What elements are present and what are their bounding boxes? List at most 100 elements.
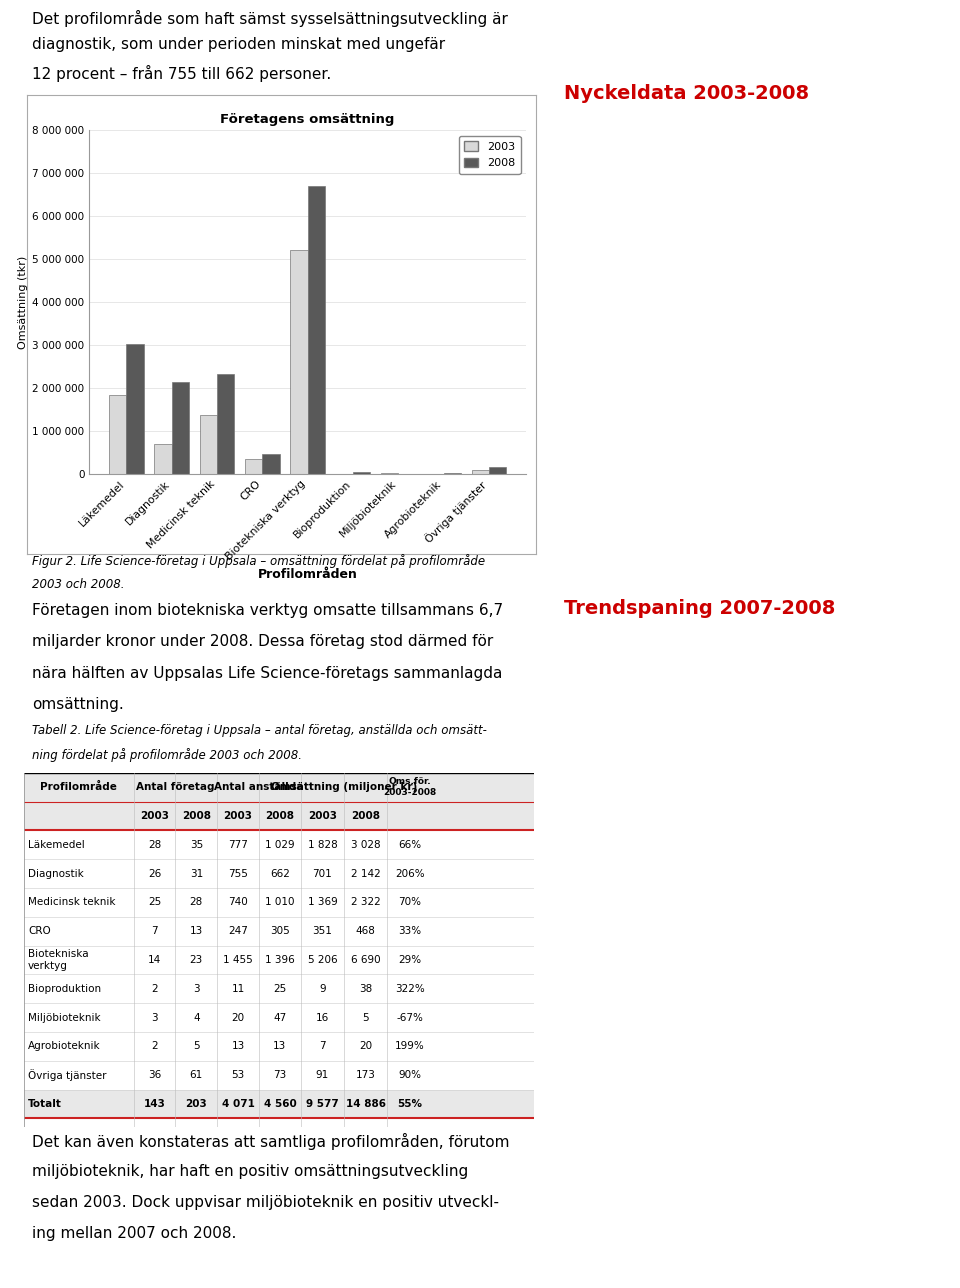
Text: 2003: 2003: [308, 811, 337, 820]
Text: nedgång: nedgång: [564, 899, 631, 916]
Text: Det kan även konstateras att samtliga profilområden, förutom: Det kan även konstateras att samtliga pr…: [32, 1133, 509, 1150]
Text: 2003: 2003: [140, 811, 169, 820]
Text: Antal anställda: Antal anställda: [214, 782, 303, 792]
Text: Nyckeldata 2003-2008: Nyckeldata 2003-2008: [564, 84, 808, 103]
Text: Biotekniska
verktyg: Biotekniska verktyg: [28, 949, 88, 971]
Text: 7: 7: [840, 1240, 852, 1260]
Text: (GE Healthcare är en: (GE Healthcare är en: [564, 430, 724, 446]
Bar: [217, 375, 234, 474]
Text: biotekniska verktyg är störst.: biotekniska verktyg är störst.: [564, 737, 789, 752]
Text: Biotekniska verktyg står för: Biotekniska verktyg står för: [564, 322, 776, 339]
Text: 740: 740: [228, 898, 248, 907]
Text: 5: 5: [363, 1012, 369, 1023]
Text: 2: 2: [151, 1042, 157, 1051]
Text: diagnostik, som under perioden minskat med ungefär: diagnostik, som under perioden minskat m…: [32, 37, 444, 53]
Text: 7: 7: [151, 926, 157, 936]
Text: Diagnostik: Diagnostik: [28, 868, 84, 878]
Text: CRO: CRO: [28, 926, 51, 936]
Text: ing mellan 2007 och 2008.: ing mellan 2007 och 2008.: [32, 1226, 236, 1240]
Text: 2008: 2008: [181, 811, 211, 820]
Text: 47: 47: [274, 1012, 286, 1023]
Text: Oms.för.
2003-2008: Oms.för. 2003-2008: [383, 778, 436, 797]
Text: 351: 351: [313, 926, 332, 936]
Bar: [109, 395, 127, 474]
Text: 2 322: 2 322: [351, 898, 381, 907]
Text: 35: 35: [190, 840, 203, 850]
Text: 4 560: 4 560: [264, 1099, 297, 1109]
Text: 3 028: 3 028: [351, 840, 380, 850]
Text: miljöbioteknik, har haft en positiv omsättningsutveckling: miljöbioteknik, har haft en positiv omsä…: [32, 1164, 468, 1179]
Text: 13: 13: [274, 1042, 286, 1051]
Text: 31: 31: [190, 868, 203, 878]
Text: 25: 25: [274, 984, 286, 994]
Text: 1 010: 1 010: [265, 898, 295, 907]
Text: 25: 25: [148, 898, 161, 907]
Bar: [245, 459, 262, 474]
Text: 33%: 33%: [398, 926, 421, 936]
Text: Agrobioteknik: Agrobioteknik: [28, 1042, 101, 1051]
Title: Företagens omsättning: Företagens omsättning: [221, 113, 395, 126]
Text: 29%: 29%: [398, 954, 421, 965]
Text: 3: 3: [151, 1012, 157, 1023]
Text: väsentlig del av förklaringen): väsentlig del av förklaringen): [564, 484, 788, 500]
Text: Bioproduktion: Bioproduktion: [28, 984, 101, 994]
Text: Miljöbioteknik: Miljöbioteknik: [28, 1012, 101, 1023]
Text: 1 828: 1 828: [307, 840, 337, 850]
Text: 36: 36: [148, 1070, 161, 1081]
Text: Tabell 2. Life Science-företag i Uppsala – antal företag, anställda och omsätt-: Tabell 2. Life Science-företag i Uppsala…: [32, 724, 487, 737]
Text: Läkemedel: Läkemedel: [28, 840, 84, 850]
Text: 20: 20: [231, 1012, 245, 1023]
Text: -67%: -67%: [396, 1012, 423, 1023]
Bar: [489, 466, 506, 474]
Bar: [155, 444, 172, 474]
Text: 66%: 66%: [398, 840, 421, 850]
Text: 173: 173: [356, 1070, 375, 1081]
Text: Omsättning (miljoner kr): Omsättning (miljoner kr): [271, 782, 418, 792]
Bar: [24, 1090, 534, 1118]
Text: 53: 53: [231, 1070, 245, 1081]
Text: sedan 2007 efter en: sedan 2007 efter en: [564, 845, 718, 860]
Text: 2: 2: [151, 984, 157, 994]
Text: 4: 4: [193, 1012, 200, 1023]
Bar: [353, 473, 371, 474]
Text: 14 886: 14 886: [346, 1099, 386, 1109]
Text: 61: 61: [190, 1070, 203, 1081]
Text: 305: 305: [270, 926, 290, 936]
Bar: [172, 383, 189, 474]
Text: 13: 13: [231, 1042, 245, 1051]
Text: 70%: 70%: [398, 898, 421, 907]
Text: 206%: 206%: [395, 868, 424, 878]
Bar: [200, 415, 217, 474]
Text: Sämst sysselsättnings-: Sämst sysselsättnings-: [564, 167, 739, 183]
Text: 5: 5: [193, 1042, 200, 1051]
Text: Det profilområde som haft sämst sysselsättningsutveckling är: Det profilområde som haft sämst sysselsä…: [32, 10, 508, 27]
Text: 701: 701: [313, 868, 332, 878]
Text: 16: 16: [316, 1012, 329, 1023]
Text: 6 690: 6 690: [351, 954, 380, 965]
Text: 7: 7: [319, 1042, 325, 1051]
Text: 13: 13: [190, 926, 203, 936]
Text: omsättning.: omsättning.: [32, 697, 124, 712]
Text: Omsättningen inom: Omsättningen inom: [564, 683, 715, 698]
Text: Figur 2. Life Science-företag i Uppsala – omsättning fördelat på profilområde: Figur 2. Life Science-företag i Uppsala …: [32, 554, 485, 568]
X-axis label: Profilområden: Profilområden: [257, 568, 358, 581]
Text: Totalt: Totalt: [28, 1099, 62, 1109]
Text: 1 455: 1 455: [224, 954, 253, 965]
Text: 2 142: 2 142: [351, 868, 381, 878]
Text: sedan 2003. Dock uppvisar miljöbioteknik en positiv utveckl-: sedan 2003. Dock uppvisar miljöbioteknik…: [32, 1195, 498, 1209]
Text: utveckling inom diagnostik: utveckling inom diagnostik: [564, 222, 770, 237]
Text: ning fördelat på profilområde 2003 och 2008.: ning fördelat på profilområde 2003 och 2…: [32, 748, 301, 762]
Text: 143: 143: [144, 1099, 165, 1109]
Text: 45 procent av omsättningen: 45 procent av omsättningen: [564, 376, 780, 392]
Text: 322%: 322%: [395, 984, 424, 994]
Text: 90%: 90%: [398, 1070, 421, 1081]
Text: 20: 20: [359, 1042, 372, 1051]
Text: 9: 9: [319, 984, 325, 994]
Text: Trendspaning 2007-2008: Trendspaning 2007-2008: [564, 599, 835, 618]
Text: 38: 38: [359, 984, 372, 994]
Bar: [24, 773, 534, 831]
Text: 2008: 2008: [351, 811, 380, 820]
Text: 3: 3: [193, 984, 200, 994]
Text: 12 procent – från 755 till 662 personer.: 12 procent – från 755 till 662 personer.: [32, 64, 331, 81]
Bar: [127, 344, 144, 474]
